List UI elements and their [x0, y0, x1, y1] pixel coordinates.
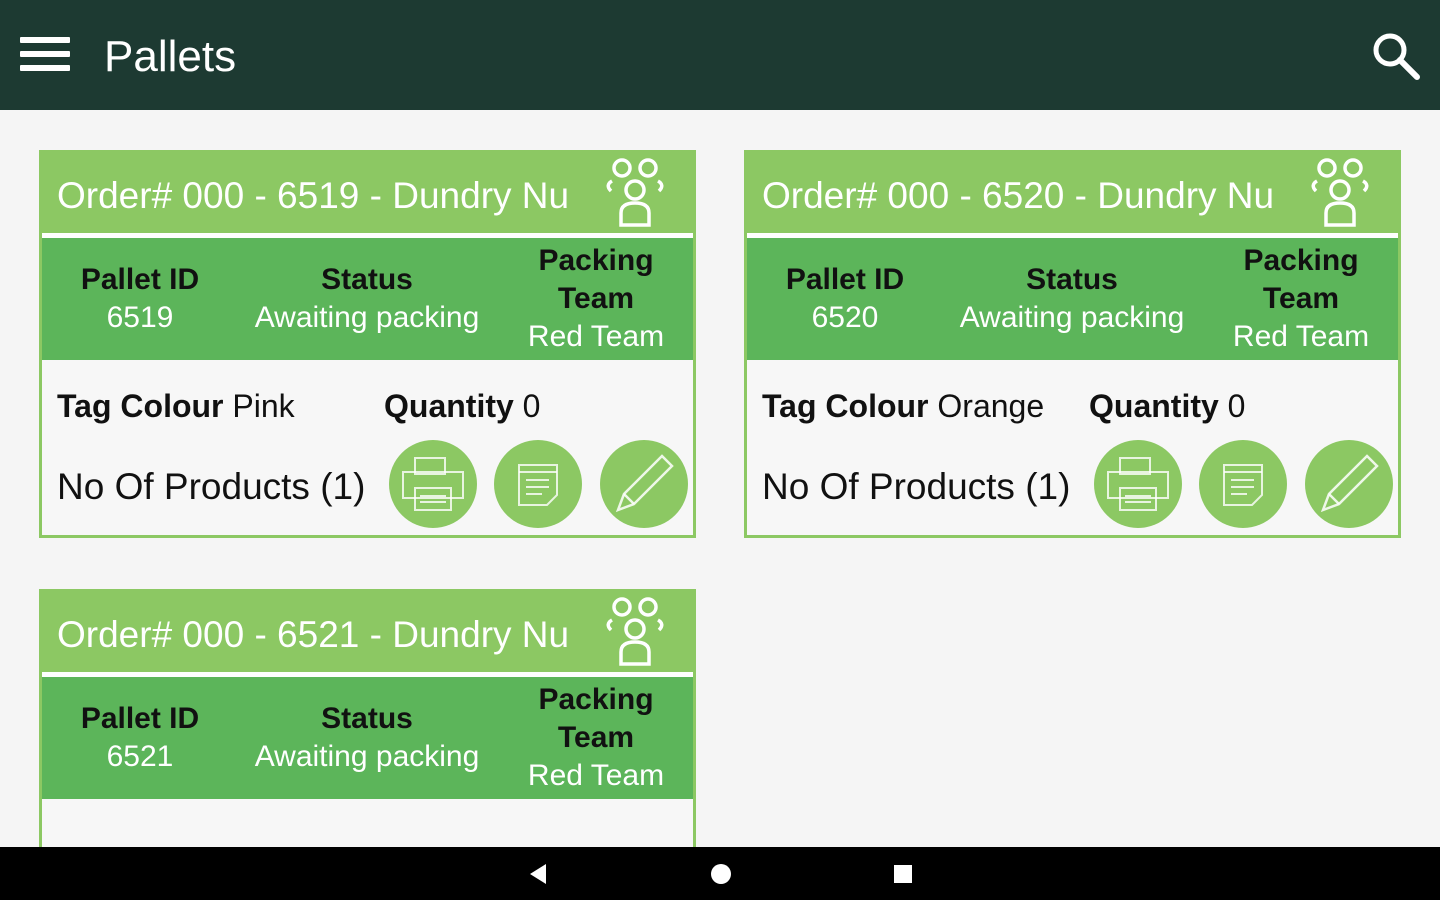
- tag-colour: Tag Colour Pink: [57, 388, 295, 425]
- print-button[interactable]: [389, 440, 477, 528]
- products-count[interactable]: No Of Products (1): [57, 466, 366, 507]
- tag-colour-label: Tag Colour: [57, 388, 224, 424]
- pallet-id-value: 6520: [811, 301, 879, 334]
- packing-team-value: Red Team: [1232, 320, 1370, 353]
- products-count[interactable]: No Of Products (1): [762, 466, 1071, 507]
- recents-icon[interactable]: [893, 864, 913, 884]
- app-bar: Pallets: [0, 0, 1440, 110]
- status-value: Awaiting packing: [254, 740, 480, 773]
- print-button[interactable]: [1094, 440, 1182, 528]
- pallet-card[interactable]: Order# 000 - 6520 - Dundry Nu Pallet ID 6…: [744, 150, 1401, 538]
- pallet-card[interactable]: Order# 000 - 6519 - Dundry Nu Pallet ID 6…: [39, 150, 696, 538]
- pallet-id-value: 6521: [106, 740, 174, 773]
- tag-colour-label: Tag Colour: [762, 388, 929, 424]
- edit-button[interactable]: [600, 440, 688, 528]
- card-header[interactable]: Order# 000 - 6521 - Dundry Nu: [42, 592, 693, 677]
- packing-team-label: Packing Team: [1243, 244, 1359, 315]
- quantity-label: Quantity: [384, 388, 514, 424]
- edit-button[interactable]: [1305, 440, 1393, 528]
- notes-button[interactable]: [1199, 440, 1287, 528]
- pallet-id-label: Pallet ID: [785, 263, 905, 296]
- card-header[interactable]: Order# 000 - 6520 - Dundry Nu: [747, 153, 1398, 238]
- quantity: Quantity 0: [1089, 388, 1245, 425]
- system-nav-bar: [0, 847, 1440, 900]
- team-icon[interactable]: [599, 157, 671, 229]
- search-icon[interactable]: [1370, 30, 1422, 82]
- team-icon[interactable]: [1304, 157, 1376, 229]
- packing-team-label: Packing Team: [538, 683, 654, 754]
- order-title: Order# 000 - 6519 - Dundry Nu: [57, 175, 570, 216]
- printer-icon: [389, 457, 477, 535]
- order-title: Order# 000 - 6521 - Dundry Nu: [57, 614, 570, 655]
- card-body: Tag Colour Orange Quantity 0 No Of Produ…: [747, 360, 1398, 535]
- order-title: Order# 000 - 6520 - Dundry Nu: [762, 175, 1275, 216]
- status-label: Status: [321, 702, 413, 735]
- pencil-icon: [600, 454, 688, 535]
- card-body: Tag Colour Pink Quantity 0 No Of Product…: [42, 360, 693, 535]
- quantity-value: 0: [1227, 388, 1246, 424]
- status-value: Awaiting packing: [959, 301, 1185, 334]
- packing-team-value: Red Team: [527, 320, 665, 353]
- printer-icon: [1094, 457, 1182, 535]
- card-info-band: Pallet ID 6519 Status Awaiting packing Pac…: [42, 238, 693, 360]
- hamburger-menu-icon[interactable]: [20, 37, 70, 77]
- pallet-id-value: 6519: [106, 301, 174, 334]
- packing-team-label: Packing Team: [538, 244, 654, 315]
- notes-icon: [494, 464, 582, 535]
- tag-colour-value: Pink: [232, 388, 295, 424]
- home-icon[interactable]: [710, 863, 732, 885]
- back-icon[interactable]: [528, 863, 548, 885]
- pallet-list[interactable]: Order# 000 - 6519 - Dundry Nu Pallet ID 6…: [0, 110, 1440, 847]
- page-title: Pallets: [104, 32, 237, 81]
- pallet-card[interactable]: Order# 000 - 6521 - Dundry Nu Pallet ID 6…: [39, 589, 696, 847]
- notes-icon: [1199, 464, 1287, 535]
- quantity-label: Quantity: [1089, 388, 1219, 424]
- tag-colour: Tag Colour Orange: [762, 388, 1044, 425]
- pencil-icon: [1305, 454, 1393, 535]
- status-label: Status: [1026, 263, 1118, 296]
- status-label: Status: [321, 263, 413, 296]
- notes-button[interactable]: [494, 440, 582, 528]
- tag-colour-value: Orange: [937, 388, 1045, 424]
- team-icon[interactable]: [599, 596, 671, 668]
- card-header[interactable]: Order# 000 - 6519 - Dundry Nu: [42, 153, 693, 238]
- pallet-id-label: Pallet ID: [80, 263, 200, 296]
- quantity: Quantity 0: [384, 388, 540, 425]
- card-info-band: Pallet ID 6520 Status Awaiting packing Pac…: [747, 238, 1398, 360]
- pallet-id-label: Pallet ID: [80, 702, 200, 735]
- card-info-band: Pallet ID 6521 Status Awaiting packing Pac…: [42, 677, 693, 799]
- quantity-value: 0: [522, 388, 541, 424]
- status-value: Awaiting packing: [254, 301, 480, 334]
- packing-team-value: Red Team: [527, 759, 665, 792]
